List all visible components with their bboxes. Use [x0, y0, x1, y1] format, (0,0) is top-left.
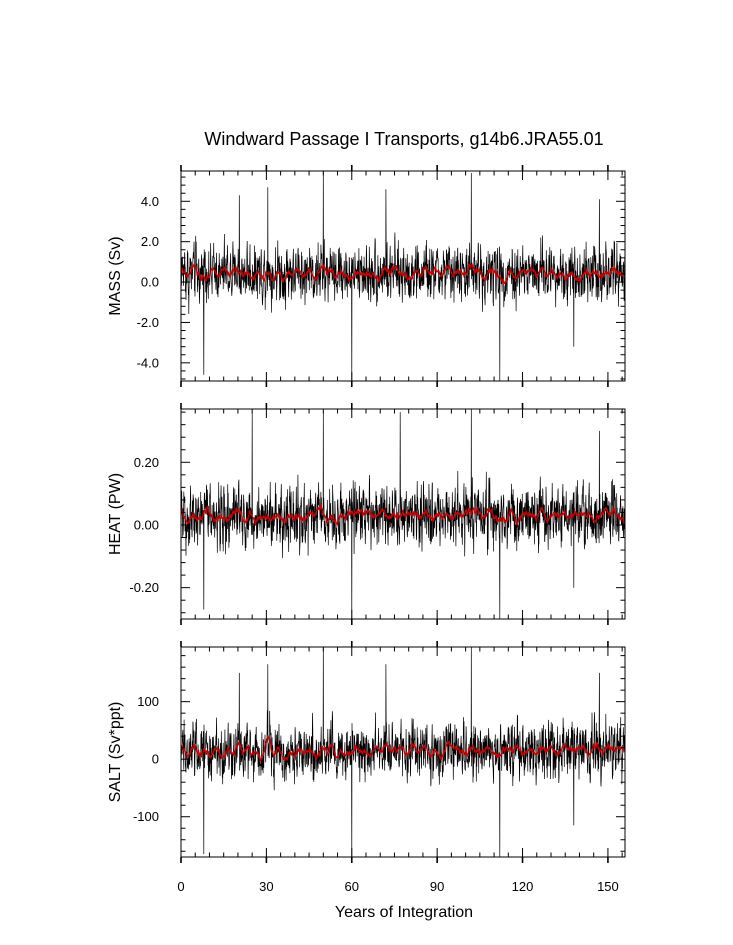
heat-raw-line [181, 409, 625, 619]
salt-y-axis-label: SALT (Sv*ppt) [107, 702, 124, 803]
x-tick-label: 150 [597, 879, 619, 894]
x-axis-label: Years of Integration [335, 904, 473, 921]
mass-panel: 4.0 2.0 0.0 -2.0 -4.0 MASS (Sv) [107, 165, 626, 387]
heat-ytick-label: 0.00 [134, 517, 159, 532]
heat-series-group [181, 409, 625, 619]
salt-ytick-label: -100 [133, 809, 159, 824]
salt-series-group [181, 647, 625, 857]
chart-title: Windward Passage I Transports, g14b6.JRA… [204, 129, 603, 149]
salt-frame [180, 646, 626, 858]
salt-ytick-label: 100 [137, 694, 159, 709]
mass-smoothed-line [181, 262, 625, 285]
heat-ytick-label: -0.20 [129, 580, 159, 595]
mass-ytick-label: -2.0 [137, 315, 159, 330]
mass-series-group [181, 171, 625, 381]
mass-ytick-label: 2.0 [141, 234, 159, 249]
salt-panel: 100 0 -100 SALT (Sv*ppt) 0 30 60 90 120 150 [107, 641, 626, 894]
mass-y-axis-label: MASS (Sv) [107, 236, 124, 315]
heat-smoothed-line [181, 503, 625, 527]
x-tick-label: 120 [512, 879, 534, 894]
heat-y-axis-label: HEAT (PW) [107, 473, 124, 555]
heat-frame [180, 408, 626, 620]
x-tick-label: 30 [259, 879, 273, 894]
x-tick-label: 0 [177, 879, 184, 894]
mass-frame [180, 170, 626, 382]
heat-ytick-label: 0.20 [134, 455, 159, 470]
mass-raw-line [181, 171, 625, 381]
x-tick-label: 60 [345, 879, 359, 894]
x-tick-label: 90 [430, 879, 444, 894]
mass-ytick-label: 4.0 [141, 194, 159, 209]
salt-ytick-label: 0 [152, 752, 159, 767]
heat-panel: 0.20 0.00 -0.20 HEAT (PW) [107, 403, 626, 625]
mass-ytick-label: -4.0 [137, 355, 159, 370]
salt-smoothed-line [181, 734, 625, 762]
mass-ytick-label: 0.0 [141, 275, 159, 290]
